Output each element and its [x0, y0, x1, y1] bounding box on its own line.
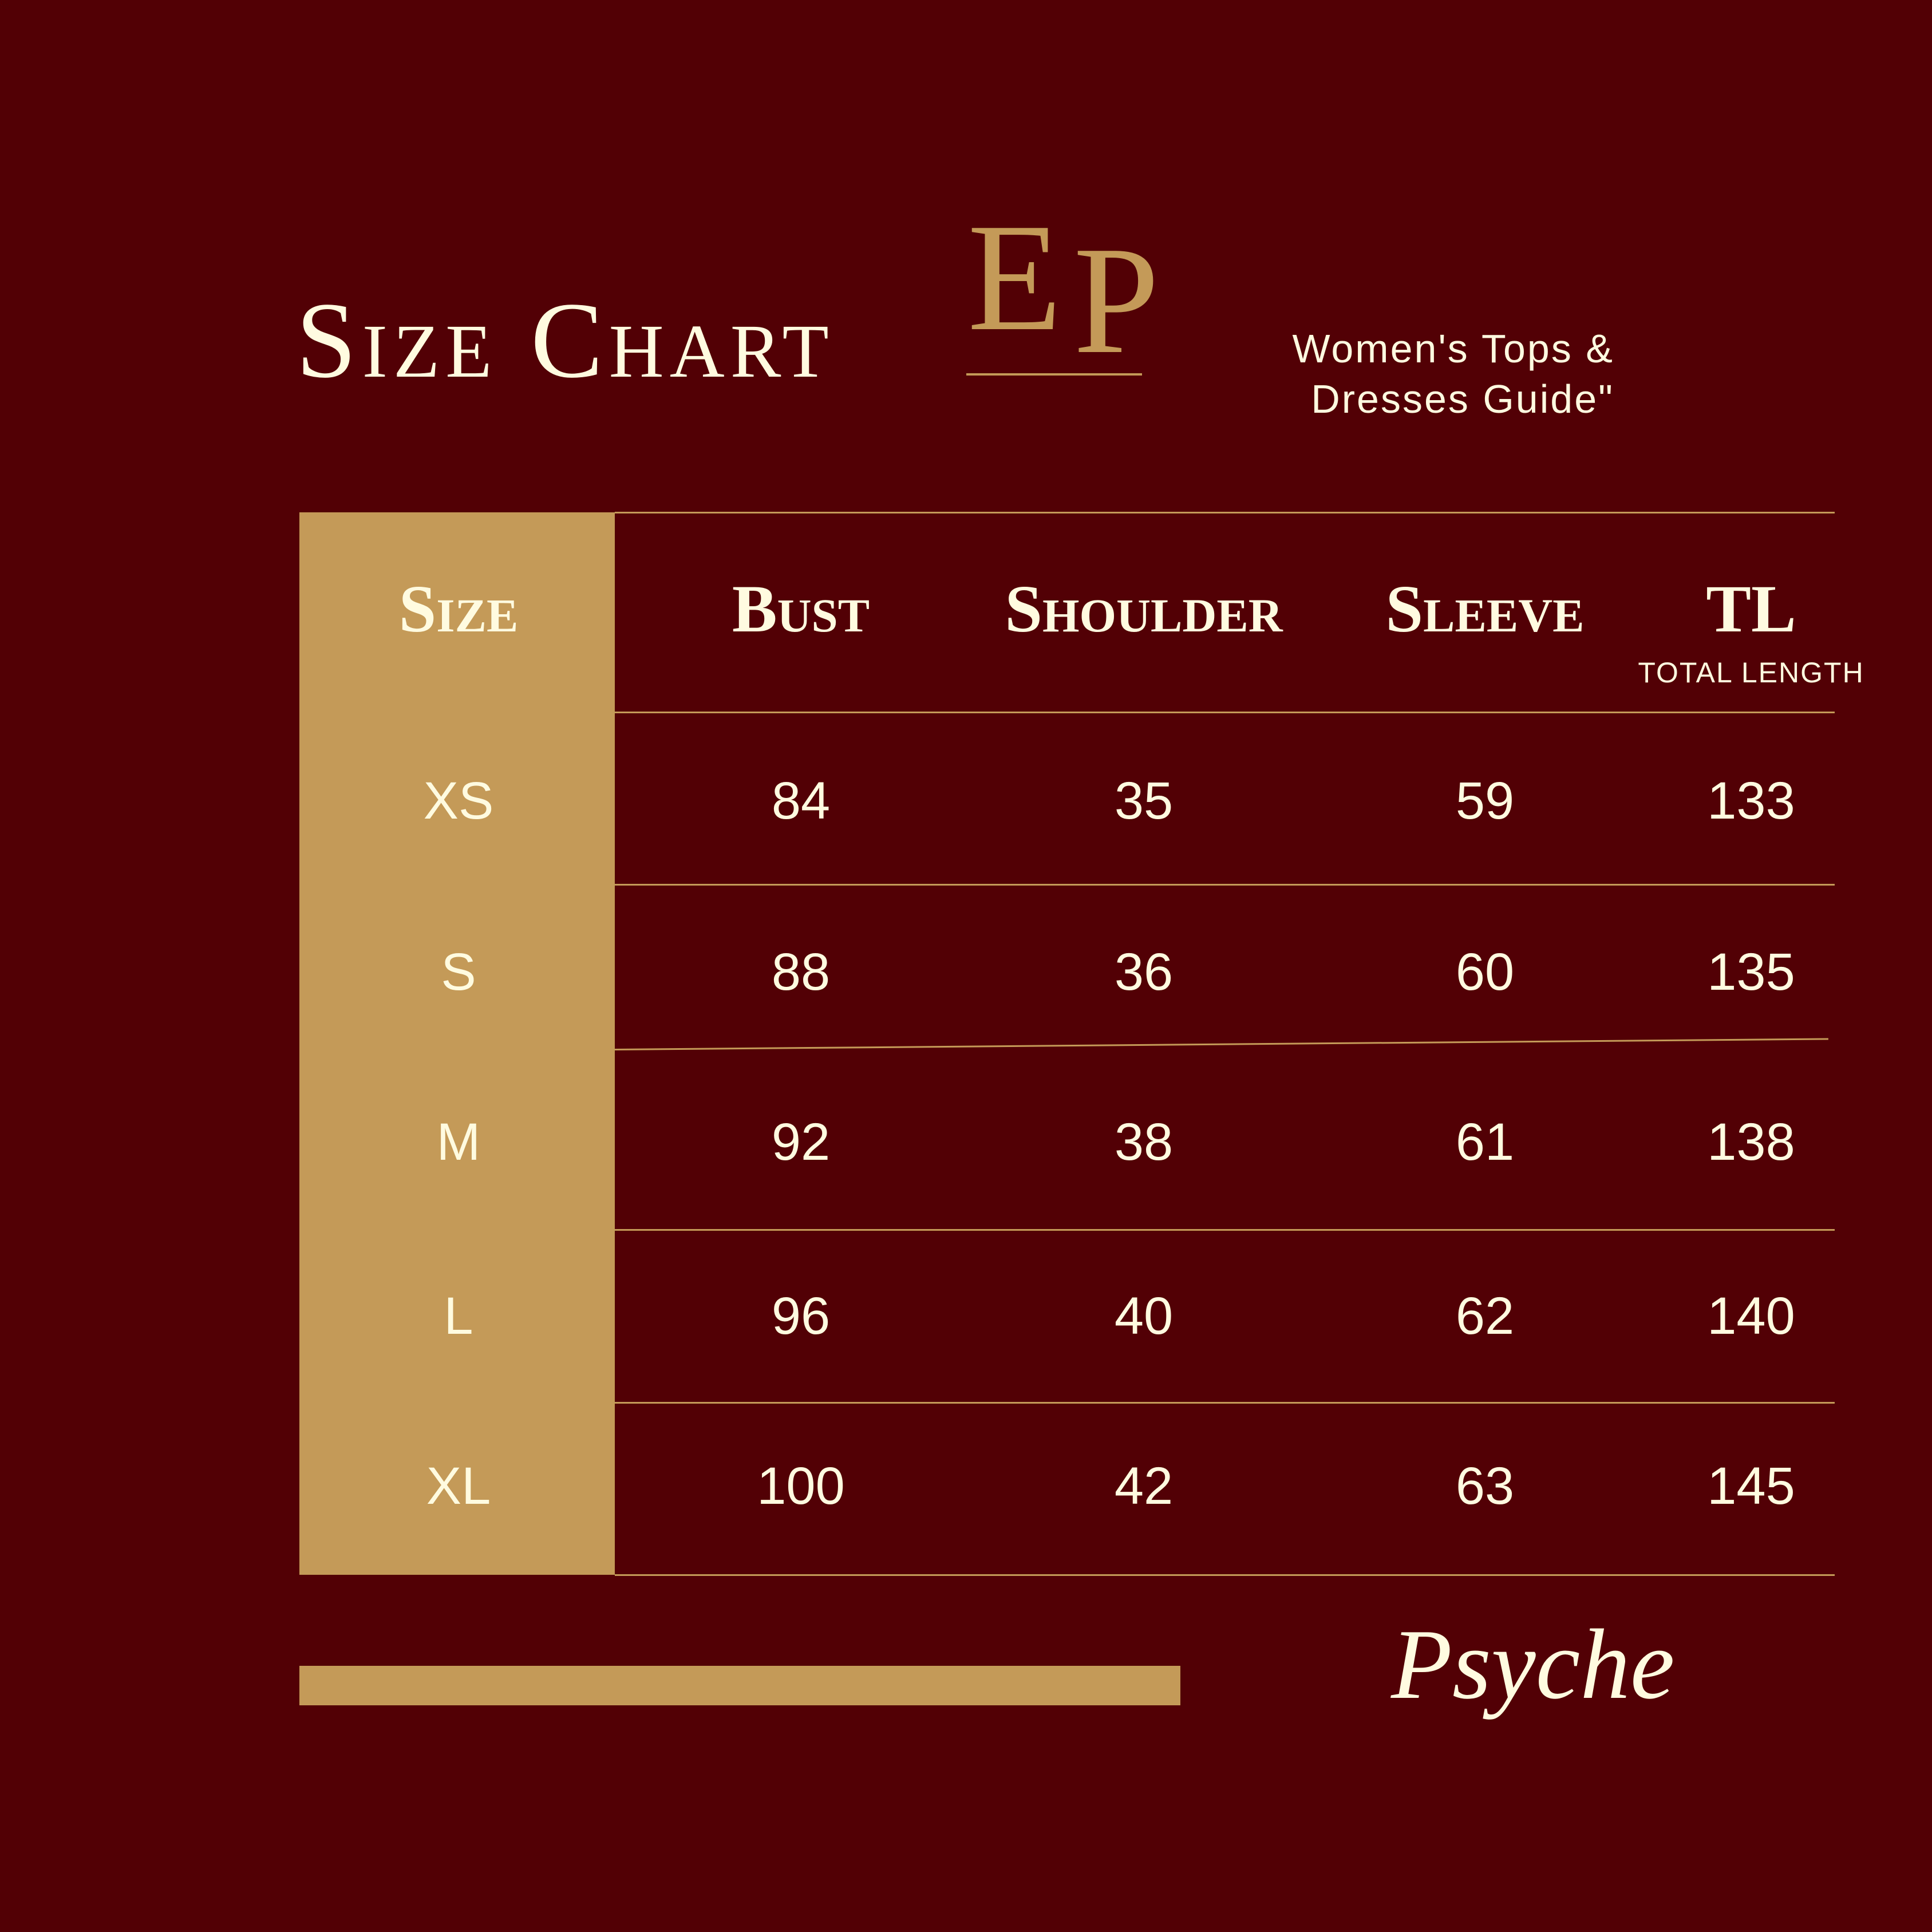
header-sleeve: Sleeve	[1385, 571, 1585, 646]
cell-shoulder: 35	[1114, 772, 1174, 830]
subtitle: Women's Tops & Dresses Guide"	[1293, 323, 1614, 424]
cell-size: XL	[426, 1457, 491, 1515]
logo-divider	[966, 373, 1142, 376]
cell-tl: 138	[1707, 1113, 1795, 1171]
cell-size: M	[436, 1113, 481, 1171]
cell-size: S	[441, 943, 476, 1001]
cell-tl: 135	[1707, 943, 1795, 1001]
page-title: Size Chart	[296, 280, 835, 401]
cell-sleeve: 61	[1455, 1113, 1515, 1171]
cell-size: L	[444, 1287, 473, 1345]
cell-shoulder: 40	[1114, 1287, 1174, 1345]
logo-letter-e: E	[967, 192, 1062, 363]
size-column-background	[299, 512, 615, 1575]
decorative-bar	[299, 1666, 1180, 1705]
logo-letter-p: P	[1073, 215, 1160, 386]
cell-tl: 145	[1707, 1457, 1795, 1515]
cell-shoulder: 38	[1114, 1113, 1174, 1171]
cell-bust: 88	[771, 943, 831, 1001]
brand-logo: E P	[967, 192, 1162, 378]
cell-shoulder: 36	[1114, 943, 1174, 1001]
cell-sleeve: 59	[1455, 772, 1515, 830]
table-divider	[615, 712, 1835, 713]
cell-bust: 96	[771, 1287, 831, 1345]
cell-sleeve: 63	[1455, 1457, 1515, 1515]
cell-bust: 100	[757, 1457, 845, 1515]
cell-size: XS	[423, 772, 494, 830]
cell-tl: 140	[1707, 1287, 1795, 1345]
table-divider	[614, 1038, 1828, 1050]
table-divider	[615, 1402, 1835, 1404]
cell-bust: 92	[771, 1113, 831, 1171]
cell-shoulder: 42	[1114, 1457, 1174, 1515]
header-shoulder: Shoulder	[1005, 571, 1283, 646]
subtitle-line-2: Dresses Guide"	[1311, 377, 1614, 421]
table-divider	[615, 884, 1835, 886]
subtitle-line-1: Women's Tops &	[1292, 326, 1614, 371]
cell-tl: 133	[1707, 772, 1795, 830]
header-tl: TL	[1706, 571, 1796, 646]
table-divider	[615, 512, 1835, 513]
cell-sleeve: 62	[1455, 1287, 1515, 1345]
header-size: Size	[398, 571, 519, 646]
table-divider	[615, 1229, 1835, 1231]
header-tl-subtitle: TOTAL LENGTH	[1638, 657, 1864, 689]
table-divider	[615, 1574, 1835, 1576]
cell-bust: 84	[771, 772, 831, 830]
cell-sleeve: 60	[1455, 943, 1515, 1001]
signature: Psyche	[1391, 1609, 1675, 1720]
header-bust: Bust	[732, 571, 870, 646]
